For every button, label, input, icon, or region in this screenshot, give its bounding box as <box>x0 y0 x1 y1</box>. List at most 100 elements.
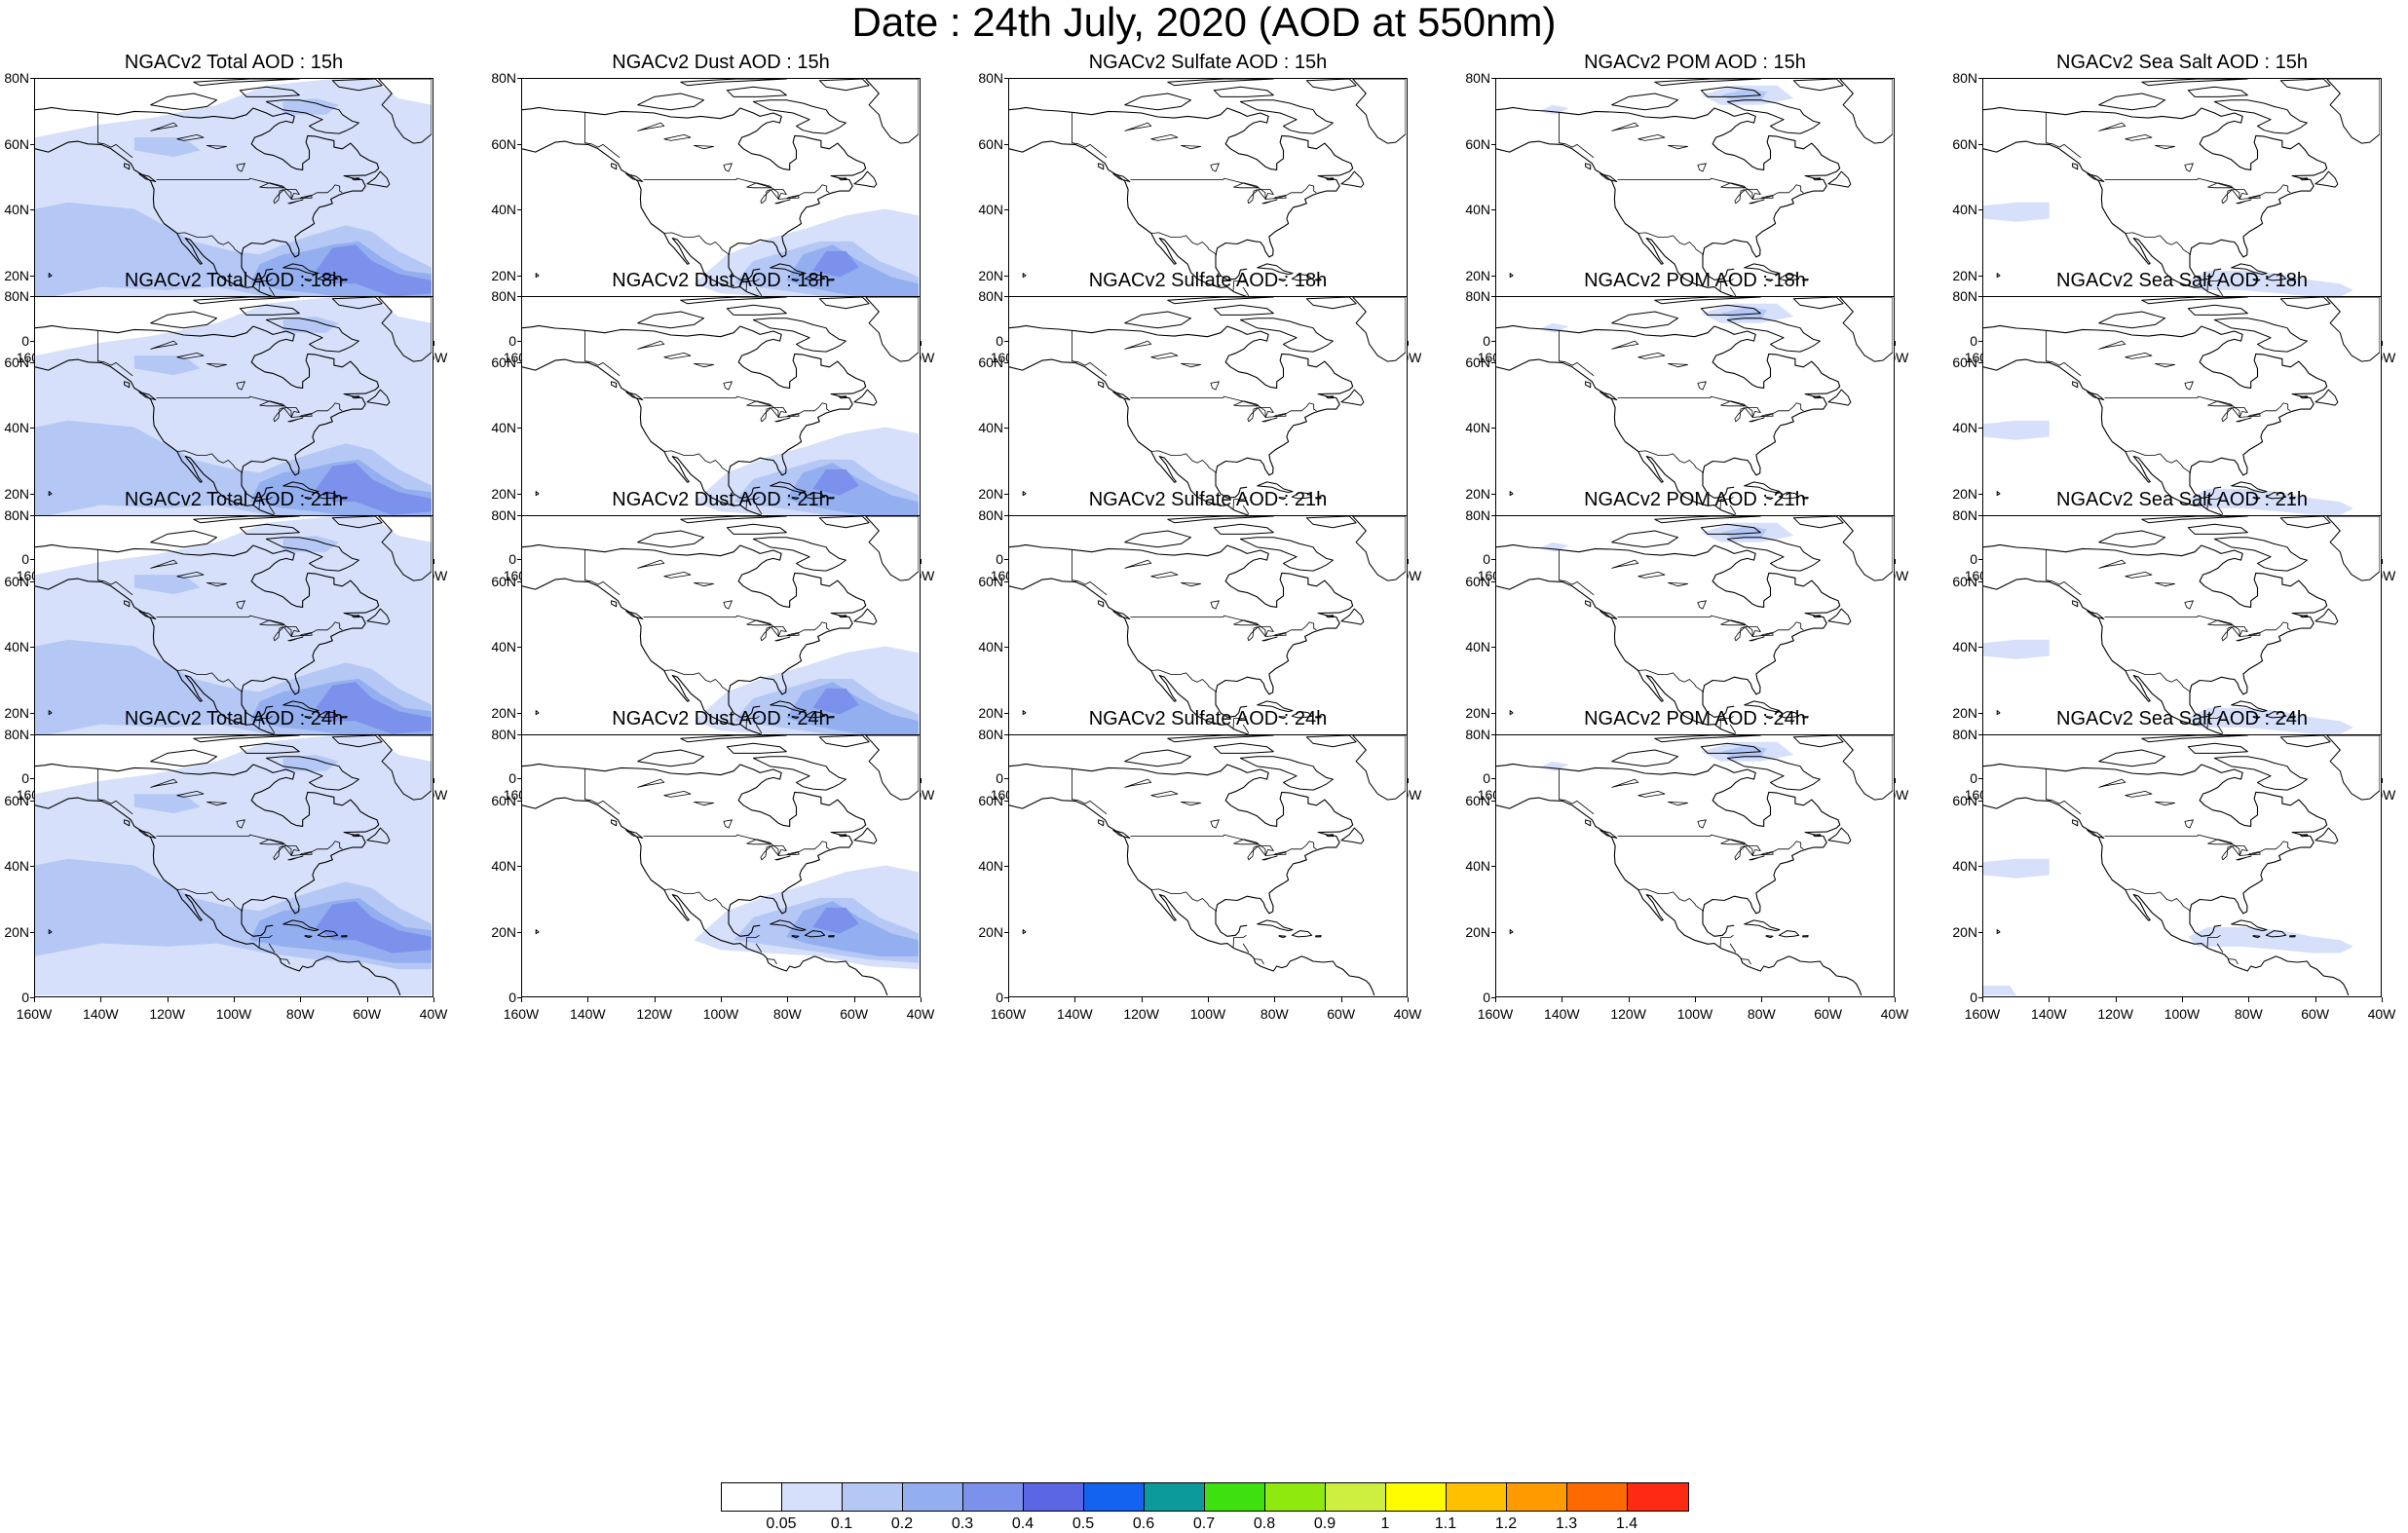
island-outline <box>1098 819 1105 827</box>
x-tick <box>234 997 235 1002</box>
lake-outline <box>1697 600 1707 610</box>
island-outline <box>1112 173 1131 182</box>
aod-shade-light <box>1983 202 2050 222</box>
y-tick <box>30 209 35 210</box>
y-tick-label: 40N <box>4 639 29 654</box>
island-outline <box>2326 79 2380 144</box>
island-outline <box>1239 537 1334 572</box>
island-outline <box>2087 830 2105 839</box>
y-tick <box>517 428 522 429</box>
country-border <box>1130 395 1317 418</box>
island-outline <box>1509 929 1514 935</box>
y-tick <box>1491 866 1496 867</box>
lake-outline <box>760 626 771 642</box>
lake-outline <box>723 163 733 172</box>
coastline <box>522 543 867 718</box>
x-tick <box>1827 997 1829 1002</box>
island-outline <box>1257 919 1294 932</box>
island-outline <box>818 516 870 529</box>
y-tick <box>1491 493 1496 495</box>
island-outline <box>1167 735 1274 743</box>
lake-outline <box>774 417 791 423</box>
island-outline <box>1305 735 1357 748</box>
country-border <box>755 724 763 734</box>
island-outline <box>1765 935 1774 939</box>
country-border <box>1242 286 1250 297</box>
x-tick <box>1408 341 1409 346</box>
lake-outline <box>2184 819 2194 829</box>
island-outline <box>1700 86 1761 97</box>
panel-title: NGACv2 Total AOD : 21h <box>124 489 344 510</box>
y-tick-label: 80N <box>491 70 516 86</box>
country-border <box>2104 177 2291 200</box>
island-outline <box>1239 756 1334 791</box>
island-outline <box>791 935 800 939</box>
island-outline <box>1291 930 1313 938</box>
x-tick <box>433 341 434 346</box>
lake-outline <box>1210 163 1220 172</box>
island-outline <box>818 735 870 748</box>
country-border <box>2046 330 2082 377</box>
country-border <box>2046 549 2082 596</box>
y-tick <box>1491 734 1496 735</box>
island-outline <box>138 830 157 839</box>
island-outline <box>2289 935 2296 938</box>
country-border <box>97 549 133 596</box>
lake-outline <box>663 572 692 579</box>
island-outline <box>1509 710 1514 716</box>
island-outline <box>1022 273 1027 279</box>
island-outline <box>1509 491 1514 497</box>
country-border <box>1072 330 1108 377</box>
country-border <box>1617 834 1804 856</box>
x-tick-label: 100W <box>2163 1006 2201 1022</box>
lake-outline <box>2184 600 2194 610</box>
island-outline <box>1585 381 1592 389</box>
island-outline <box>839 834 847 838</box>
country-border <box>663 888 731 912</box>
lake-outline <box>2098 122 2126 131</box>
island-outline <box>317 492 339 500</box>
y-tick-label: 0 <box>508 551 516 567</box>
island-outline <box>366 389 391 406</box>
aod-map <box>35 297 432 557</box>
y-tick <box>1491 580 1496 582</box>
y-tick <box>1491 647 1496 648</box>
lake-outline <box>1150 791 1179 798</box>
colorbar-label: 0.2 <box>890 1515 914 1532</box>
y-tick-label: 40N <box>491 202 516 217</box>
y-tick <box>1004 209 1009 210</box>
y-tick-label: 0 <box>508 990 516 1005</box>
panel-title: NGACv2 Dust AOD : 18h <box>612 270 830 291</box>
y-tick <box>517 296 522 297</box>
island-outline <box>680 297 787 305</box>
aod-shade-light <box>1539 542 1569 552</box>
y-tick <box>517 515 522 516</box>
y-tick <box>30 296 35 297</box>
aod-shade-light <box>1539 761 1569 771</box>
island-outline <box>535 491 540 497</box>
y-tick-label: 0 <box>508 333 516 349</box>
y-tick-label: 60N <box>1465 573 1490 589</box>
colorbar-swatch <box>1084 1483 1145 1511</box>
island-outline <box>791 497 800 501</box>
y-tick-label: 80N <box>1952 70 1977 86</box>
lake-outline <box>1261 199 1278 205</box>
y-tick <box>30 647 35 648</box>
y-tick-label: 80N <box>1465 70 1490 86</box>
island-outline <box>853 170 878 188</box>
country-border <box>1072 549 1108 596</box>
lake-outline <box>1261 417 1278 423</box>
island-outline <box>1112 611 1131 619</box>
island-outline <box>680 79 787 87</box>
country-border <box>1741 958 1751 965</box>
x-tick-label: 100W <box>702 1006 739 1022</box>
island-outline <box>1326 834 1335 838</box>
lake-outline <box>2221 407 2233 423</box>
island-outline <box>853 389 878 406</box>
y-tick <box>1978 143 1983 145</box>
map-plot-area <box>1495 734 1895 997</box>
island-outline <box>625 611 644 619</box>
y-tick-label: 0 <box>1483 551 1490 567</box>
island-outline <box>1022 929 1027 935</box>
lake-outline <box>760 189 771 205</box>
